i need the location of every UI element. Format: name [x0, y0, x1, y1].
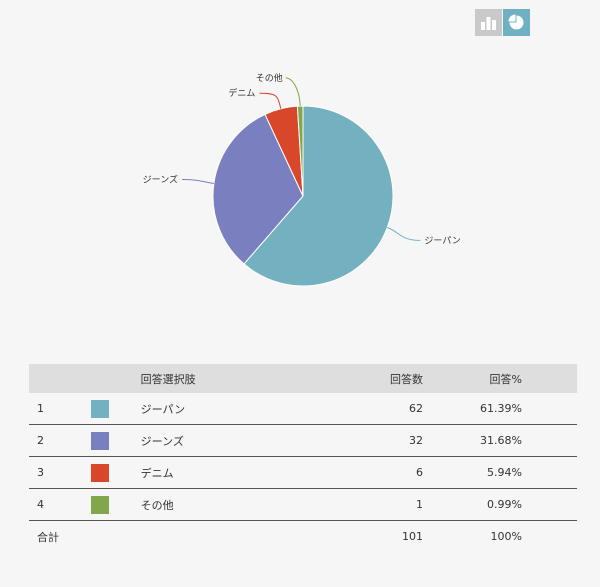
- pie-label-1: ジーパン: [424, 235, 460, 246]
- total-empty: [91, 521, 138, 553]
- total-empty-label: [139, 521, 308, 553]
- bar-chart-button[interactable]: [475, 9, 502, 36]
- pie-label-4: その他: [256, 72, 283, 84]
- row-percent: 61.39%: [423, 393, 522, 425]
- table-row: 1 ジーパン 62 61.39%: [29, 393, 577, 425]
- row-percent: 5.94%: [423, 456, 522, 489]
- row-color-cell: [91, 456, 139, 489]
- pie-label-3: デニム: [228, 87, 255, 99]
- row-percent: 0.99%: [423, 488, 522, 521]
- header-choice: 回答選択肢: [138, 364, 308, 393]
- total-label: 合計: [37, 530, 59, 544]
- row-choice: その他: [138, 488, 308, 521]
- pie-chart-button[interactable]: [503, 9, 530, 36]
- row-spacer: [521, 393, 577, 425]
- row-count: 6: [307, 456, 424, 489]
- header-index: [29, 364, 92, 393]
- row-percent: 31.68%: [423, 424, 522, 457]
- table-total-row: 合計 101 100%: [29, 521, 577, 553]
- row-index: 2: [29, 424, 92, 457]
- row-spacer: [521, 456, 577, 489]
- row-choice: ジーパン: [138, 393, 308, 425]
- row-color-cell: [91, 424, 139, 457]
- color-swatch: [91, 463, 110, 482]
- header-color: [91, 364, 139, 393]
- row-spacer: [521, 488, 577, 521]
- row-spacer: [521, 424, 577, 457]
- table-row: 4 その他 1 0.99%: [29, 488, 577, 521]
- pie-connector-1: [387, 227, 421, 241]
- pie-connector-2: [182, 178, 214, 184]
- pie-label-2: ジーンズ: [143, 173, 178, 185]
- row-count: 32: [307, 424, 424, 457]
- table-row: 2 ジーンズ 32 31.68%: [29, 424, 577, 457]
- pie-slice-1: [243, 105, 394, 287]
- header-count: 回答数: [307, 364, 424, 393]
- row-index: 4: [29, 488, 92, 521]
- result-table: 回答選択肢 回答数 回答% 1 ジーパン 62 61.39% 2 ジーンズ 32…: [29, 364, 577, 552]
- row-count: 62: [307, 393, 424, 425]
- bar-chart-icon: [481, 17, 496, 30]
- table-header-row: 回答選択肢 回答数 回答%: [29, 364, 577, 393]
- chart-type-toggle: [475, 9, 530, 36]
- pie-connector-4: [285, 77, 301, 107]
- row-color-cell: [91, 488, 139, 521]
- header-spacer: [521, 364, 577, 393]
- row-choice: ジーンズ: [138, 424, 308, 457]
- color-swatch: [91, 431, 110, 450]
- row-choice: デニム: [138, 456, 308, 489]
- total-count: 101: [402, 530, 424, 543]
- color-swatch: [91, 495, 110, 514]
- row-index: 1: [29, 393, 92, 425]
- row-index: 3: [29, 456, 92, 489]
- total-spacer: [522, 521, 577, 553]
- table-row: 3 デニム 6 5.94%: [29, 456, 577, 489]
- row-count: 1: [307, 488, 424, 521]
- pie-connector-3: [259, 92, 282, 109]
- total-percent: 100%: [490, 530, 522, 543]
- header-percent: 回答%: [423, 364, 522, 393]
- row-color-cell: [91, 393, 139, 425]
- pie-chart-icon: [508, 14, 524, 30]
- pie-slice-2: [212, 113, 304, 265]
- color-swatch: [91, 399, 110, 418]
